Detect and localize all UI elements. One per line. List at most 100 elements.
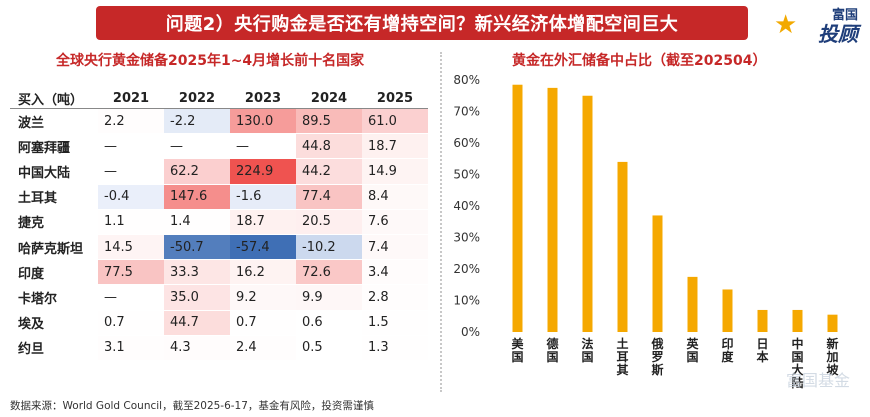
category-label: 德国 xyxy=(546,336,558,364)
table-row: 阿塞拜疆 — — —44.8 18.7 xyxy=(10,133,428,160)
logo-main-text: 投顾 xyxy=(818,22,858,46)
section-divider xyxy=(440,52,442,392)
value-cell: 2.8 xyxy=(362,284,428,311)
category-label: 日本 xyxy=(756,337,768,364)
country-cell: 土耳其 xyxy=(10,184,98,210)
bar xyxy=(547,87,558,332)
value-cell: — xyxy=(98,133,164,160)
value-cell: 0.5 xyxy=(296,335,362,361)
value-cell: -50.7 xyxy=(164,234,230,261)
year-header: 2022 xyxy=(164,88,230,109)
value-cell: 4.3 xyxy=(164,335,230,361)
bar xyxy=(512,84,523,332)
bar xyxy=(722,289,733,332)
value-cell: 89.5 xyxy=(296,108,362,135)
value-cell: 77.4 xyxy=(296,184,362,210)
value-cell: — xyxy=(230,133,296,160)
gold-purchase-table: 买入（吨） 2021 2022 2023 2024 2025 波兰 2.2 -2.2… xyxy=(10,88,428,361)
country-cell: 埃及 xyxy=(10,310,98,336)
value-cell: -57.4 xyxy=(230,234,296,261)
y-tick-label: 50% xyxy=(453,168,480,182)
value-cell: 16.2 xyxy=(230,259,296,286)
category-label: 法国 xyxy=(581,336,593,364)
table-row: 哈萨克斯坦 14.5 -50.7 -57.4 -10.2 7.4 xyxy=(10,234,428,261)
value-cell: 147.6 xyxy=(164,184,230,210)
value-cell: 3.4 xyxy=(362,259,428,286)
value-cell: 2.4 xyxy=(230,335,296,361)
source-note: 数据来源：World Gold Council，截至2025-6-17，基金有风… xyxy=(10,400,374,412)
value-cell: 44.7 xyxy=(164,310,230,336)
bar xyxy=(757,309,768,332)
category-label: 俄罗斯 xyxy=(650,336,663,377)
value-cell: -0.4 xyxy=(98,184,164,210)
corner-header: 买入（吨） xyxy=(10,88,98,109)
category-label: 新加坡 xyxy=(825,336,839,377)
y-tick-label: 40% xyxy=(453,199,480,213)
page-title: 问题2）央行购金是否还有增持空间？新兴经济体增配空间巨大 xyxy=(96,6,748,40)
value-cell: 2.2 xyxy=(98,108,164,135)
value-cell: 7.6 xyxy=(362,209,428,235)
country-cell: 约旦 xyxy=(10,335,98,361)
logo-top-text: 富国 xyxy=(831,8,858,23)
year-header: 2021 xyxy=(98,88,164,109)
bar xyxy=(687,276,698,332)
bar xyxy=(582,95,593,332)
table-row: 卡塔尔 —35.0 9.2 9.9 2.8 xyxy=(10,284,428,311)
y-tick-label: 80% xyxy=(453,73,480,87)
bar xyxy=(617,161,628,332)
value-cell: -1.6 xyxy=(230,184,296,210)
table-row: 印度 77.5 33.3 16.2 72.6 3.4 xyxy=(10,259,428,286)
value-cell: 20.5 xyxy=(296,209,362,235)
value-cell: 1.3 xyxy=(362,335,428,361)
value-cell: 61.0 xyxy=(362,108,428,135)
value-cell: 8.4 xyxy=(362,184,428,210)
y-tick-label: 10% xyxy=(453,294,480,308)
country-cell: 阿塞拜疆 xyxy=(10,133,98,160)
value-cell: 72.6 xyxy=(296,259,362,286)
y-tick-label: 70% xyxy=(453,105,480,119)
value-cell: 1.1 xyxy=(98,209,164,235)
value-cell: 77.5 xyxy=(98,259,164,286)
value-cell: 130.0 xyxy=(230,108,296,135)
value-cell: 1.5 xyxy=(362,310,428,336)
year-header: 2023 xyxy=(230,88,296,109)
category-label: 印度 xyxy=(721,337,734,364)
y-tick-label: 30% xyxy=(453,231,480,245)
table-row: 波兰 2.2 -2.2 130.0 89.5 61.0 xyxy=(10,108,428,135)
year-header: 2025 xyxy=(362,88,428,109)
category-label: 中国大陆 xyxy=(791,336,803,390)
value-cell: 18.7 xyxy=(362,133,428,160)
category-label: 英国 xyxy=(686,336,699,364)
value-cell: 18.7 xyxy=(230,209,296,235)
country-cell: 中国大陆 xyxy=(10,158,98,185)
value-cell: 14.5 xyxy=(98,234,164,261)
value-cell: 0.6 xyxy=(296,310,362,336)
value-cell: -2.2 xyxy=(164,108,230,135)
value-cell: 44.8 xyxy=(296,133,362,160)
value-cell: 33.3 xyxy=(164,259,230,286)
value-cell: 9.9 xyxy=(296,284,362,311)
bar xyxy=(652,215,663,332)
value-cell: — xyxy=(98,158,164,185)
table-row: 中国大陆 —62.2 224.9 44.2 14.9 xyxy=(10,158,428,185)
value-cell: 0.7 xyxy=(98,310,164,336)
table-header-row: 买入（吨） 2021 2022 2023 2024 2025 xyxy=(10,88,428,109)
value-cell: 1.4 xyxy=(164,209,230,235)
value-cell: 62.2 xyxy=(164,158,230,185)
star-icon: ★ xyxy=(774,10,798,40)
year-header: 2024 xyxy=(296,88,362,109)
table-row: 约旦 3.1 4.3 2.4 0.5 1.3 xyxy=(10,335,428,361)
chart-title: 黄金在外汇储备中占比（截至202504） xyxy=(512,53,767,69)
country-cell: 哈萨克斯坦 xyxy=(10,234,98,261)
table-row: 埃及 0.7 44.7 0.7 0.6 1.5 xyxy=(10,310,428,336)
y-tick-label: 0% xyxy=(461,325,480,339)
category-label: 土耳其 xyxy=(616,336,628,377)
table-row: 捷克 1.1 1.4 18.7 20.5 7.6 xyxy=(10,209,428,235)
value-cell: 0.7 xyxy=(230,310,296,336)
table-title: 全球央行黄金储备2025年1~4月增长前十名国家 xyxy=(56,53,365,69)
value-cell: -10.2 xyxy=(296,234,362,261)
brand-logo: ★ 富国 投顾 xyxy=(772,2,862,46)
bar xyxy=(827,314,838,332)
value-cell: 3.1 xyxy=(98,335,164,361)
